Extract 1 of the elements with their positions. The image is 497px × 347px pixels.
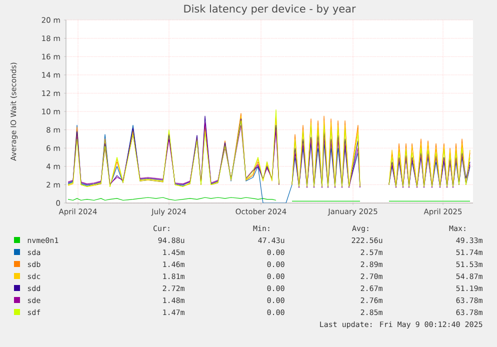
chart-title: Disk latency per device - by year [184,4,356,15]
